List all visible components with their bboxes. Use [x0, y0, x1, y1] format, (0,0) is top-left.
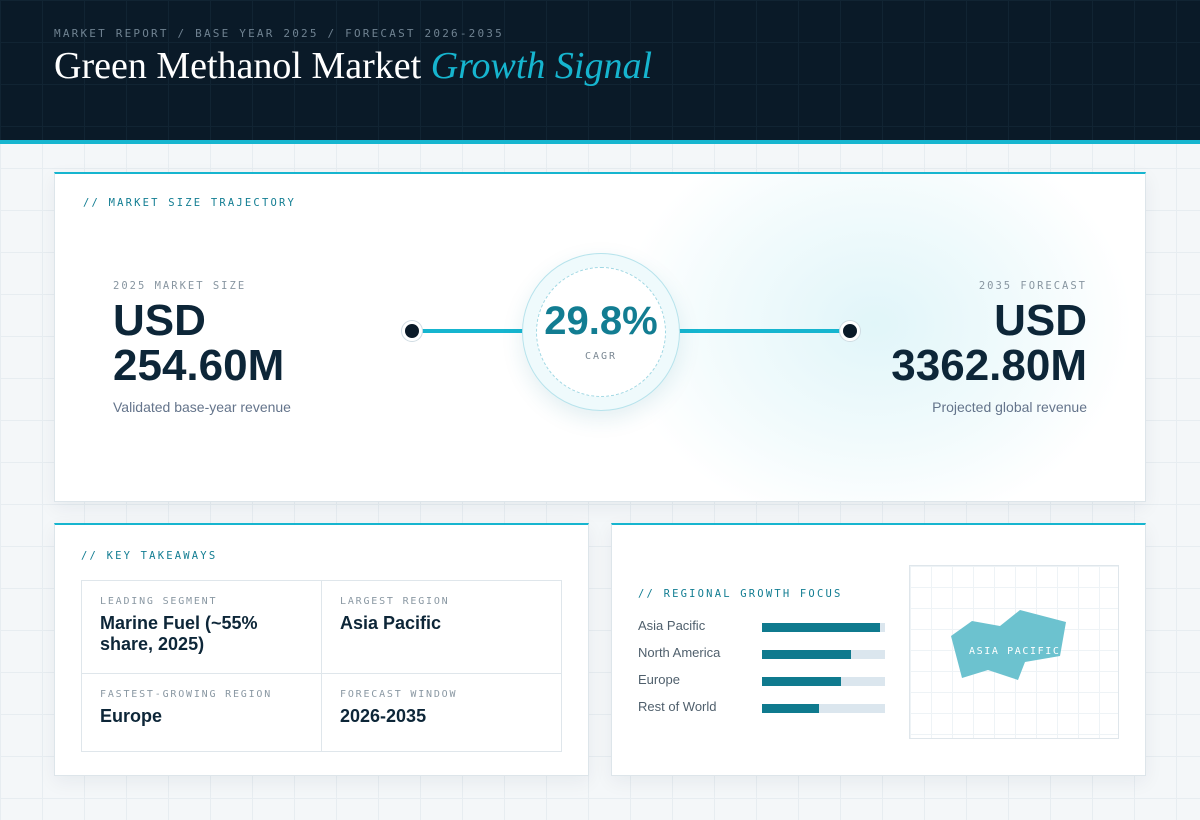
region-name: North America	[638, 645, 721, 660]
takeaway-value: 2026-2035	[340, 706, 427, 726]
market-trajectory-card: // MARKET SIZE TRAJECTORY 2025 MARKET SI…	[54, 172, 1146, 502]
takeaways-label: // KEY TAKEAWAYS	[81, 550, 218, 562]
region-row: North America	[638, 645, 888, 661]
map-region-label: ASIA PACIFIC	[969, 646, 1061, 657]
cagr-ring: 29.8% CAGR	[522, 253, 680, 411]
start-amount: 254.60M	[113, 341, 285, 390]
trajectory-label: // MARKET SIZE TRAJECTORY	[83, 197, 297, 209]
takeaway-label: LEADING SEGMENT	[100, 596, 218, 607]
start-metric-caption: Validated base-year revenue	[113, 399, 291, 415]
region-map: ASIA PACIFIC	[909, 565, 1119, 739]
end-metric-caption: Projected global revenue	[932, 399, 1087, 415]
takeaway-value: Marine Fuel (~55% share, 2025)	[100, 613, 258, 654]
start-dot	[402, 321, 422, 341]
end-dot	[840, 321, 860, 341]
region-row: Rest of World	[638, 699, 888, 715]
takeaway-value: Europe	[100, 706, 163, 726]
page-header: MARKET REPORT / BASE YEAR 2025 / FORECAS…	[0, 0, 1200, 144]
title-main: Green Methanol Market	[54, 45, 422, 87]
end-amount: 3362.80M	[891, 341, 1087, 390]
start-metric-label: 2025 MARKET SIZE	[113, 280, 247, 292]
asia-pacific-map-shape	[951, 610, 1066, 680]
region-bar-fill	[762, 677, 841, 686]
takeaway-label: LARGEST REGION	[340, 596, 450, 607]
regional-growth-card: // REGIONAL GROWTH FOCUS Asia Pacific No…	[611, 523, 1146, 776]
takeaway-largest-region: LARGEST REGION Asia Pacific	[322, 581, 562, 674]
takeaway-forecast-window: FORECAST WINDOW 2026-2035	[322, 674, 562, 751]
takeaway-leading-segment: LEADING SEGMENT Marine Fuel (~55% share,…	[82, 581, 322, 674]
region-bar-track	[762, 677, 885, 686]
region-bar-track	[762, 650, 885, 659]
region-bar-track	[762, 704, 885, 713]
start-currency: USD	[113, 296, 206, 345]
region-row: Europe	[638, 672, 888, 688]
report-eyebrow: MARKET REPORT / BASE YEAR 2025 / FORECAS…	[54, 27, 504, 40]
page-title: Green Methanol Market Growth Signal	[54, 44, 652, 88]
end-metric-value: USD 3362.80M	[891, 298, 1087, 388]
region-bar-fill	[762, 623, 881, 632]
title-accent: Growth Signal	[430, 45, 653, 87]
region-bar-fill	[762, 704, 819, 713]
end-currency: USD	[994, 296, 1087, 345]
region-row: Asia Pacific	[638, 618, 888, 634]
background-glow	[615, 174, 1135, 501]
takeaway-label: FORECAST WINDOW	[340, 689, 458, 700]
cagr-value: 29.8%	[544, 299, 658, 343]
regional-label: // REGIONAL GROWTH FOCUS	[638, 588, 843, 600]
region-bar-fill	[762, 650, 851, 659]
takeaway-label: FASTEST-GROWING REGION	[100, 689, 273, 700]
start-metric-value: USD 254.60M	[113, 298, 284, 388]
takeaways-grid: LEADING SEGMENT Marine Fuel (~55% share,…	[81, 580, 562, 752]
region-bar-track	[762, 623, 885, 632]
region-name: Europe	[638, 672, 680, 687]
end-metric-label: 2035 FORECAST	[978, 280, 1087, 292]
region-name: Rest of World	[638, 699, 717, 714]
cagr-label: CAGR	[584, 351, 618, 362]
region-name: Asia Pacific	[638, 618, 706, 633]
key-takeaways-card: // KEY TAKEAWAYS LEADING SEGMENT Marine …	[54, 523, 589, 776]
takeaway-value: Asia Pacific	[340, 613, 442, 633]
takeaway-fastest-region: FASTEST-GROWING REGION Europe	[82, 674, 322, 751]
cagr-inner-ring	[536, 267, 666, 397]
